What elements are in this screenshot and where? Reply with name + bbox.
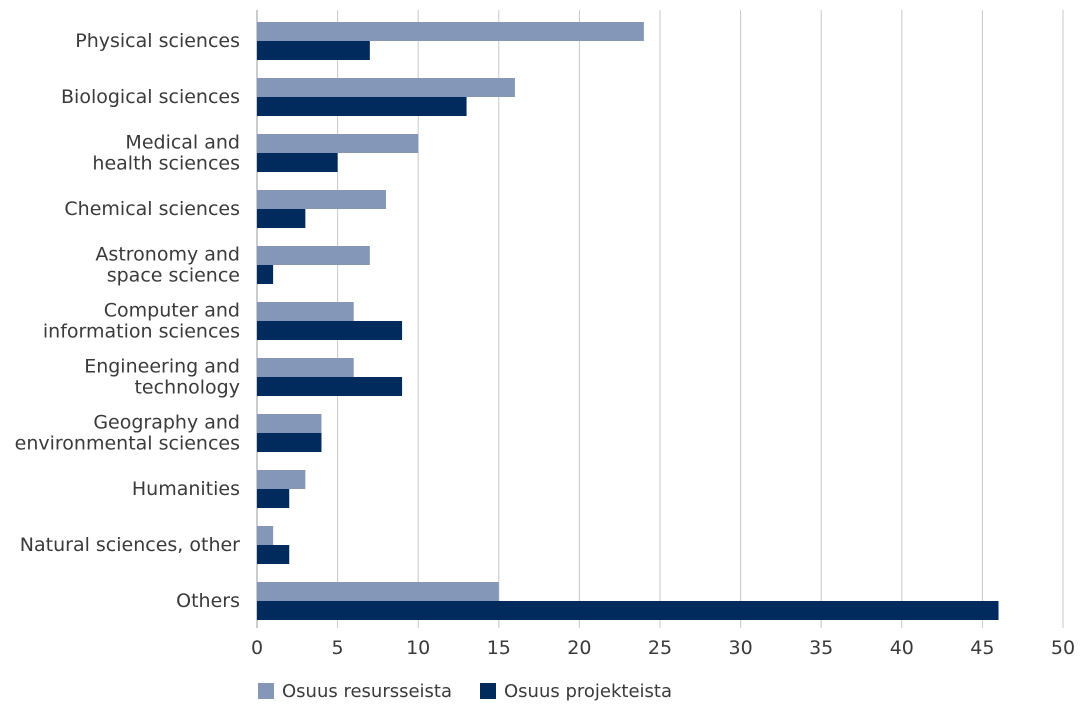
category-label: Chemical sciences bbox=[64, 198, 240, 220]
category-label: Astronomy and space science bbox=[95, 244, 240, 287]
x-tick-label: 15 bbox=[487, 637, 511, 659]
category-label: Physical sciences bbox=[75, 30, 240, 52]
bar bbox=[257, 601, 999, 620]
bar bbox=[257, 265, 274, 284]
bar bbox=[257, 134, 419, 153]
category-label: Natural sciences, other bbox=[20, 534, 240, 556]
bar bbox=[257, 321, 403, 340]
category-label: Medical and health sciences bbox=[92, 132, 240, 175]
bar bbox=[257, 78, 515, 97]
category-label-line: Geography and bbox=[93, 412, 240, 434]
bar bbox=[257, 41, 370, 60]
bar bbox=[257, 470, 306, 489]
x-tick-label: 10 bbox=[406, 637, 430, 659]
x-tick-label: 0 bbox=[251, 637, 263, 659]
category-label: Computer and information sciences bbox=[43, 300, 240, 343]
bar bbox=[257, 526, 274, 545]
legend-label: Osuus resursseista bbox=[282, 681, 452, 702]
category-label: Engineering and technology bbox=[84, 356, 240, 399]
bar bbox=[257, 377, 403, 396]
bar bbox=[257, 97, 467, 116]
legend-swatch bbox=[258, 683, 274, 699]
category-label: Humanities bbox=[132, 478, 240, 500]
category-label: Biological sciences bbox=[61, 86, 240, 108]
category-label-line: Physical sciences bbox=[75, 30, 240, 52]
x-tick-label: 20 bbox=[567, 637, 591, 659]
x-tick-label: 40 bbox=[890, 637, 914, 659]
x-tick-label: 25 bbox=[648, 637, 672, 659]
category-label: Geography and environmental sciences bbox=[15, 412, 240, 455]
bar bbox=[257, 209, 306, 228]
category-label-line: Astronomy and bbox=[95, 244, 240, 266]
x-tick-label: 5 bbox=[332, 637, 344, 659]
bar bbox=[257, 246, 370, 265]
bar bbox=[257, 153, 338, 172]
category-label-line: Engineering and bbox=[84, 356, 240, 378]
bar bbox=[257, 545, 290, 564]
category-label-line: Natural sciences, other bbox=[20, 534, 240, 556]
category-label-line: health sciences bbox=[92, 153, 240, 175]
legend: Osuus resursseista Osuus projekteista bbox=[258, 681, 672, 702]
category-label-line: Chemical sciences bbox=[64, 198, 240, 220]
bar bbox=[257, 302, 354, 321]
bar bbox=[257, 433, 322, 452]
bar bbox=[257, 190, 386, 209]
category-label: Others bbox=[176, 590, 240, 612]
bar bbox=[257, 358, 354, 377]
bar bbox=[257, 22, 644, 41]
category-labels: Physical sciences Biological sciences Medi… bbox=[15, 30, 241, 612]
category-label-line: Medical and bbox=[125, 132, 240, 154]
category-label-line: space science bbox=[107, 265, 240, 287]
x-axis: 0 5 10 15 20 25 30 35 40 45 50 bbox=[251, 637, 1075, 659]
bar bbox=[257, 489, 290, 508]
category-label-line: technology bbox=[134, 377, 240, 399]
bars bbox=[257, 22, 999, 620]
category-label-line: Computer and bbox=[104, 300, 240, 322]
category-label-line: Humanities bbox=[132, 478, 240, 500]
x-tick-label: 35 bbox=[809, 637, 833, 659]
category-label-line: Others bbox=[176, 590, 240, 612]
x-tick-label: 50 bbox=[1051, 637, 1075, 659]
x-tick-label: 45 bbox=[970, 637, 994, 659]
bar bbox=[257, 414, 322, 433]
bar bbox=[257, 582, 499, 601]
category-label-line: Biological sciences bbox=[61, 86, 240, 108]
category-label-line: environmental sciences bbox=[15, 433, 240, 455]
category-label-line: information sciences bbox=[43, 321, 240, 343]
legend-swatch bbox=[480, 683, 496, 699]
x-tick-label: 30 bbox=[729, 637, 753, 659]
legend-label: Osuus projekteista bbox=[504, 681, 672, 702]
